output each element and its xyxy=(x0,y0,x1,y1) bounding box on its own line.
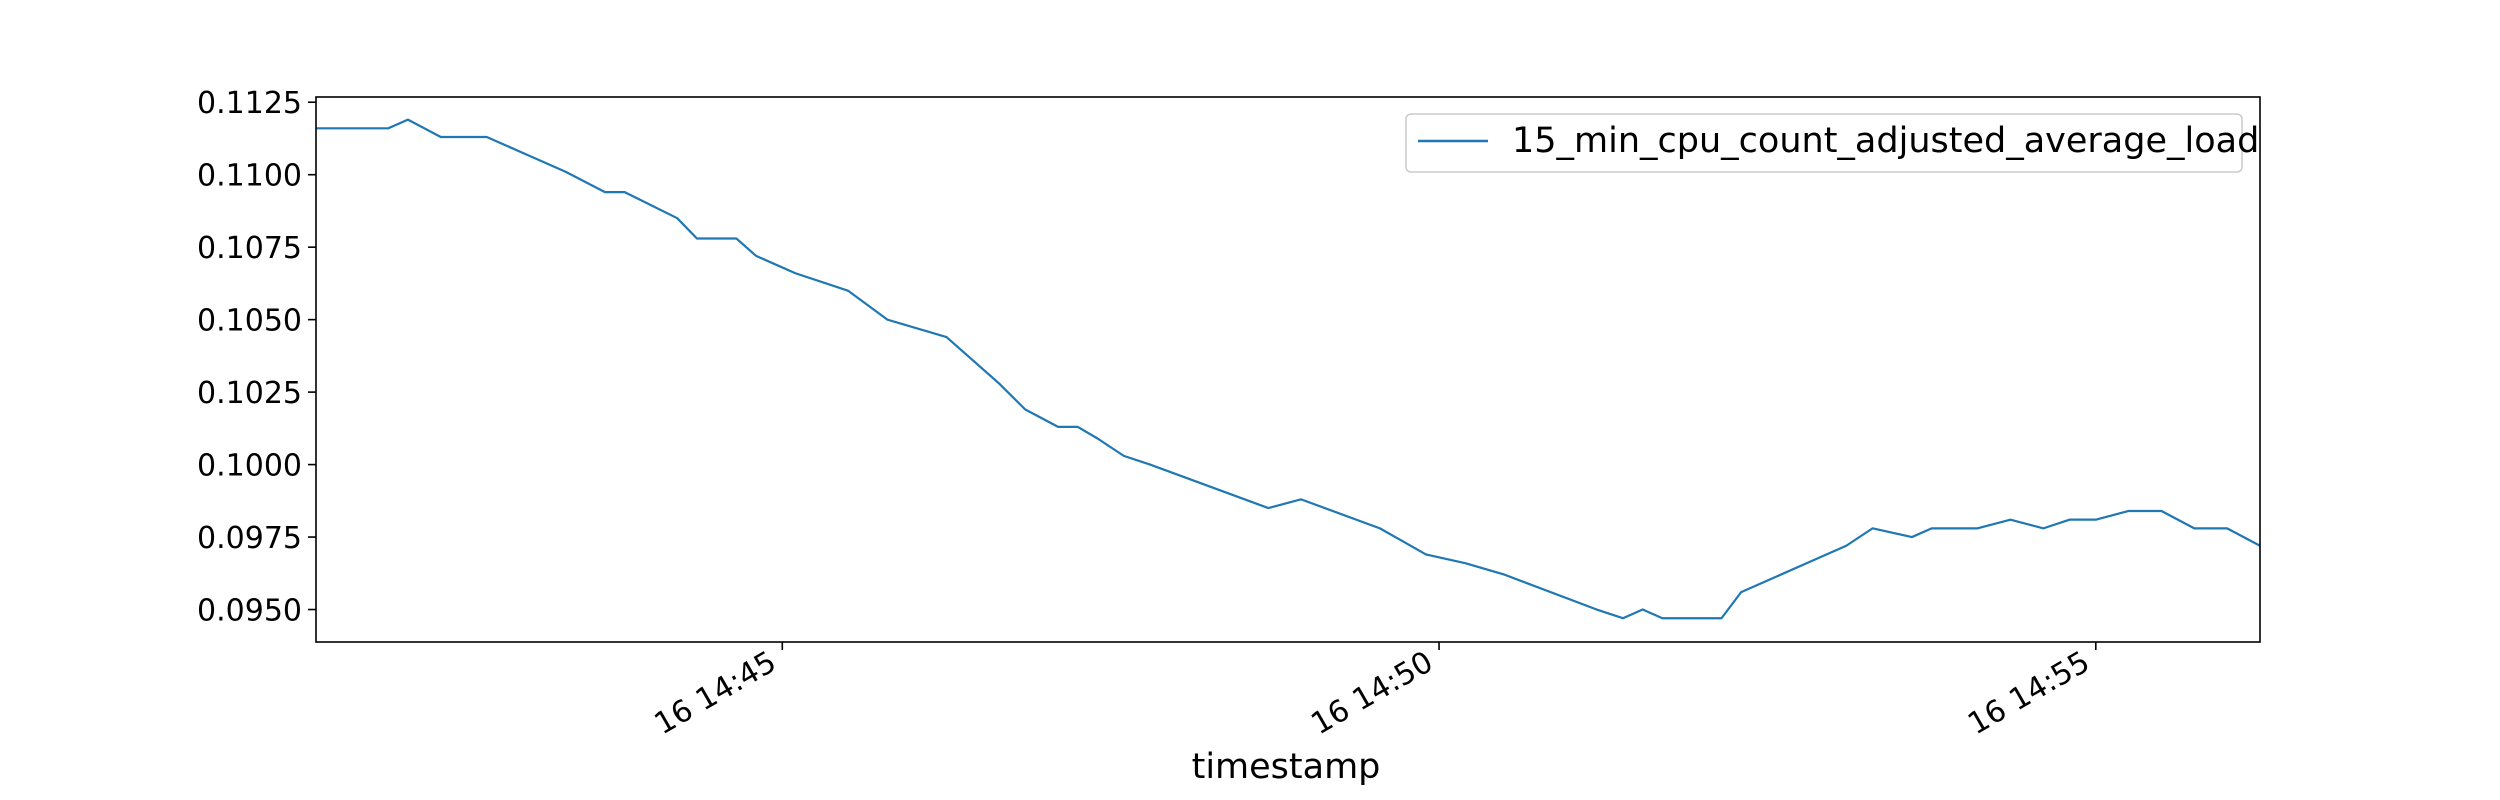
series-line xyxy=(316,118,2261,620)
y-tick-label: 0.0950 xyxy=(197,594,302,629)
legend-box xyxy=(1405,113,2243,173)
x-tick-label: 16 14:45 xyxy=(649,645,783,742)
y-tick-label: 0.1025 xyxy=(197,376,302,411)
y-tick-label: 0.1000 xyxy=(197,449,302,484)
x-tick-label: 16 14:55 xyxy=(1962,645,2096,742)
legend-entry-label: 15_min_cpu_count_adjusted_average_load xyxy=(1512,121,2259,161)
y-tick-label: 0.1050 xyxy=(197,304,302,339)
series-layer xyxy=(316,118,2261,620)
y-tick-label: 0.1100 xyxy=(197,159,302,194)
y-tick-label: 0.1075 xyxy=(197,231,302,266)
legend: 15_min_cpu_count_adjusted_average_load xyxy=(1405,113,2259,173)
y-axis: 0.0950 0.0975 0.1000 0.1025 0.1050 0.1075 0.11… xyxy=(197,86,316,629)
y-tick-label: 0.0975 xyxy=(197,521,302,556)
x-axis: 16 14:45 16 14:50 16 14:55 xyxy=(649,642,2097,742)
plot-area-frame xyxy=(315,96,2261,643)
x-axis-label: timestamp xyxy=(1192,747,1381,787)
x-tick-label: 16 14:50 xyxy=(1305,645,1439,742)
y-tick-label: 0.1125 xyxy=(197,86,302,121)
